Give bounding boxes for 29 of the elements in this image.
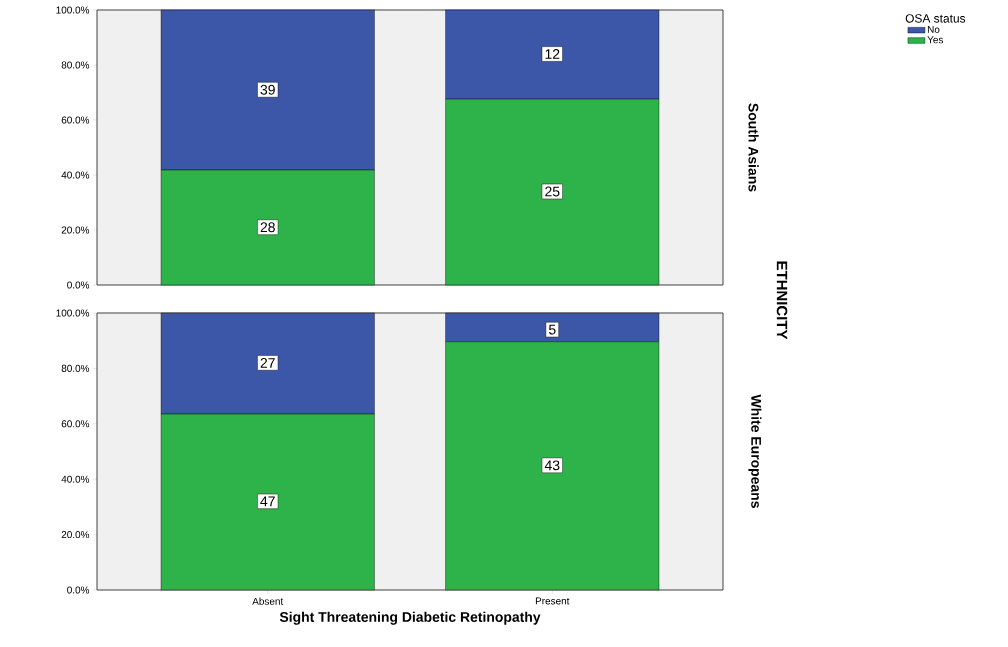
legend-label: No bbox=[927, 26, 940, 33]
y-tick-label: 40.0% bbox=[61, 171, 90, 179]
x-tick-label: Present bbox=[535, 597, 570, 605]
y-tick-label: 80.0% bbox=[61, 364, 90, 372]
annotation: 12 bbox=[545, 49, 560, 59]
y-tick-label: 100.0% bbox=[56, 309, 90, 317]
y-tick-label: 20.0% bbox=[61, 226, 90, 234]
annotation: 27 bbox=[260, 357, 275, 368]
y-tick-label: 20.0% bbox=[61, 531, 90, 539]
annotation: 43 bbox=[544, 460, 560, 471]
legend-title: OSA status bbox=[905, 14, 966, 23]
y2-axis-title: White Europeans bbox=[748, 394, 762, 508]
x-tick-label: Absent bbox=[252, 597, 284, 605]
y-tick-label: 40.0% bbox=[61, 475, 90, 483]
y-tick-label: 60.0% bbox=[61, 420, 90, 428]
annotation: 47 bbox=[260, 496, 275, 507]
annotation: 39 bbox=[260, 84, 275, 95]
y-tick-label: 100.0% bbox=[56, 6, 90, 14]
y-tick-label: 0.0% bbox=[67, 281, 90, 289]
y-tick-label: 0.0% bbox=[67, 586, 90, 594]
annotation: 5 bbox=[548, 324, 556, 335]
text: ETHNICITY bbox=[776, 261, 788, 340]
annotation: 28 bbox=[260, 222, 275, 233]
legend-label: Yes bbox=[927, 36, 944, 44]
annotation: 25 bbox=[545, 186, 560, 197]
y-tick-label: 60.0% bbox=[61, 116, 90, 124]
y-tick-label: 80.0% bbox=[61, 61, 90, 69]
y2-axis-title: South Asians bbox=[748, 103, 759, 192]
x-axis-title: Sight Threatening Diabetic Retinopathy bbox=[279, 611, 541, 625]
